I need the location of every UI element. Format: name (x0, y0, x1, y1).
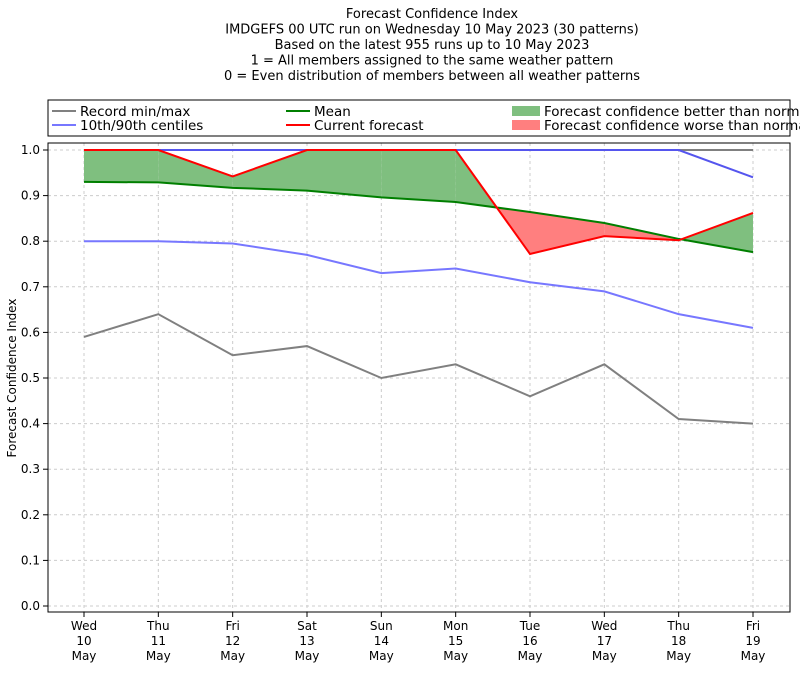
chart-title-line: IMDGEFS 00 UTC run on Wednesday 10 May 2… (225, 23, 639, 38)
x-tick-label: 18 (671, 634, 686, 648)
y-tick-label: 0.7 (21, 280, 40, 294)
x-tick-label: 17 (597, 634, 612, 648)
legend-label: Forecast confidence better than normal (544, 104, 800, 120)
y-tick-label: 0.2 (21, 508, 40, 522)
x-tick-label: May (666, 649, 691, 663)
y-tick-label: 0.8 (21, 234, 40, 248)
y-tick-label: 0.0 (21, 599, 40, 613)
y-tick-label: 0.9 (21, 189, 40, 203)
legend-label: Current forecast (314, 118, 424, 134)
x-tick-label: 13 (299, 634, 314, 648)
x-tick-label: 11 (151, 634, 166, 648)
fill-better (84, 150, 159, 183)
x-tick-label: Wed (71, 619, 97, 633)
x-tick-label: May (220, 649, 245, 663)
x-tick-label: Wed (591, 619, 617, 633)
y-tick-label: 0.1 (21, 553, 40, 567)
x-tick-label: Sat (297, 619, 317, 633)
x-tick-label: 10 (76, 634, 91, 648)
y-tick-label: 0.6 (21, 325, 40, 339)
x-tick-label: May (518, 649, 543, 663)
fill-better (307, 150, 382, 198)
fill-better (381, 150, 456, 202)
legend-box (47, 99, 791, 137)
legend-swatch (512, 120, 540, 130)
x-tick-label: 14 (374, 634, 389, 648)
x-tick-label: May (72, 649, 97, 663)
x-tick-label: Mon (443, 619, 468, 633)
y-tick-label: 0.4 (21, 417, 40, 431)
y-axis-label: Forecast Confidence Index (5, 299, 19, 458)
x-tick-label: May (443, 649, 468, 663)
legend-swatch (512, 106, 540, 116)
x-tick-label: Fri (746, 619, 760, 633)
x-tick-label: Thu (146, 619, 170, 633)
record-min-line (83, 313, 754, 425)
fill-worse (530, 212, 605, 254)
y-tick-label: 1.0 (21, 143, 40, 157)
x-tick-label: May (592, 649, 617, 663)
fill-better (232, 150, 307, 191)
x-tick-label: 12 (225, 634, 240, 648)
p10-line (84, 240, 754, 329)
y-tick-label: 0.3 (21, 462, 40, 476)
x-tick-label: May (295, 649, 320, 663)
mean-line (83, 180, 754, 254)
current-forecast-line (84, 149, 754, 256)
fill-better (158, 150, 233, 188)
chart-title-line: 1 = All members assigned to the same wea… (251, 54, 614, 69)
plot-frame (47, 142, 791, 613)
chart-title-line: 0 = Even distribution of members between… (224, 69, 640, 84)
legend-label: 10th/90th centiles (80, 118, 203, 134)
x-tick-label: May (741, 649, 766, 663)
y-tick-label: 0.5 (21, 371, 40, 385)
x-tick-label: 15 (448, 634, 463, 648)
x-tick-label: Fri (226, 619, 240, 633)
x-tick-label: Sun (370, 619, 393, 633)
x-tick-label: Tue (519, 619, 541, 633)
x-tick-label: May (146, 649, 171, 663)
legend-label: Record min/max (80, 104, 190, 120)
legend-label: Mean (314, 104, 351, 120)
x-tick-label: Thu (666, 619, 690, 633)
x-tick-label: 19 (745, 634, 760, 648)
chart-title-line: Forecast Confidence Index (346, 7, 518, 22)
x-tick-label: 16 (522, 634, 537, 648)
chart-title-line: Based on the latest 955 runs up to 10 Ma… (275, 38, 590, 53)
legend-label: Forecast confidence worse than normal (544, 118, 800, 134)
x-tick-label: May (369, 649, 394, 663)
